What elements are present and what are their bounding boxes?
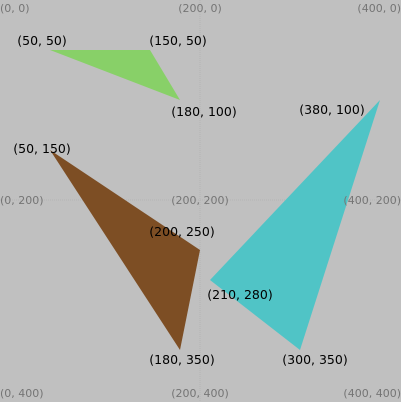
- vertex-label: (50, 50): [17, 33, 67, 48]
- grid-label: (200, 0): [178, 2, 222, 15]
- grid-label: (400, 0): [357, 2, 401, 15]
- teal-triangle: [210, 100, 380, 350]
- vertex-label: (50, 150): [13, 141, 70, 156]
- grid-label: (0, 0): [0, 2, 30, 15]
- vertex-label: (300, 350): [282, 352, 347, 367]
- grid-label: (400, 200): [343, 194, 401, 207]
- vertex-label: (180, 100): [171, 104, 236, 119]
- vertex-label: (200, 250): [149, 224, 214, 239]
- vertex-labels: (50, 50) (150, 50) (180, 100) (50, 150) (200…: [13, 33, 364, 367]
- brown-triangle: [50, 150, 200, 350]
- grid-label: (400, 400): [343, 387, 401, 400]
- green-triangle: [50, 50, 180, 100]
- shapes-layer: [50, 50, 380, 350]
- vertex-label: (150, 50): [149, 33, 206, 48]
- grid-label: (200, 200): [171, 194, 229, 207]
- vertex-label: (210, 280): [207, 287, 272, 302]
- vertex-label: (180, 350): [149, 352, 214, 367]
- grid-label: (200, 400): [171, 387, 229, 400]
- grid-label: (0, 400): [0, 387, 44, 400]
- grid-label: (0, 200): [0, 194, 44, 207]
- vertex-label: (380, 100): [299, 102, 364, 117]
